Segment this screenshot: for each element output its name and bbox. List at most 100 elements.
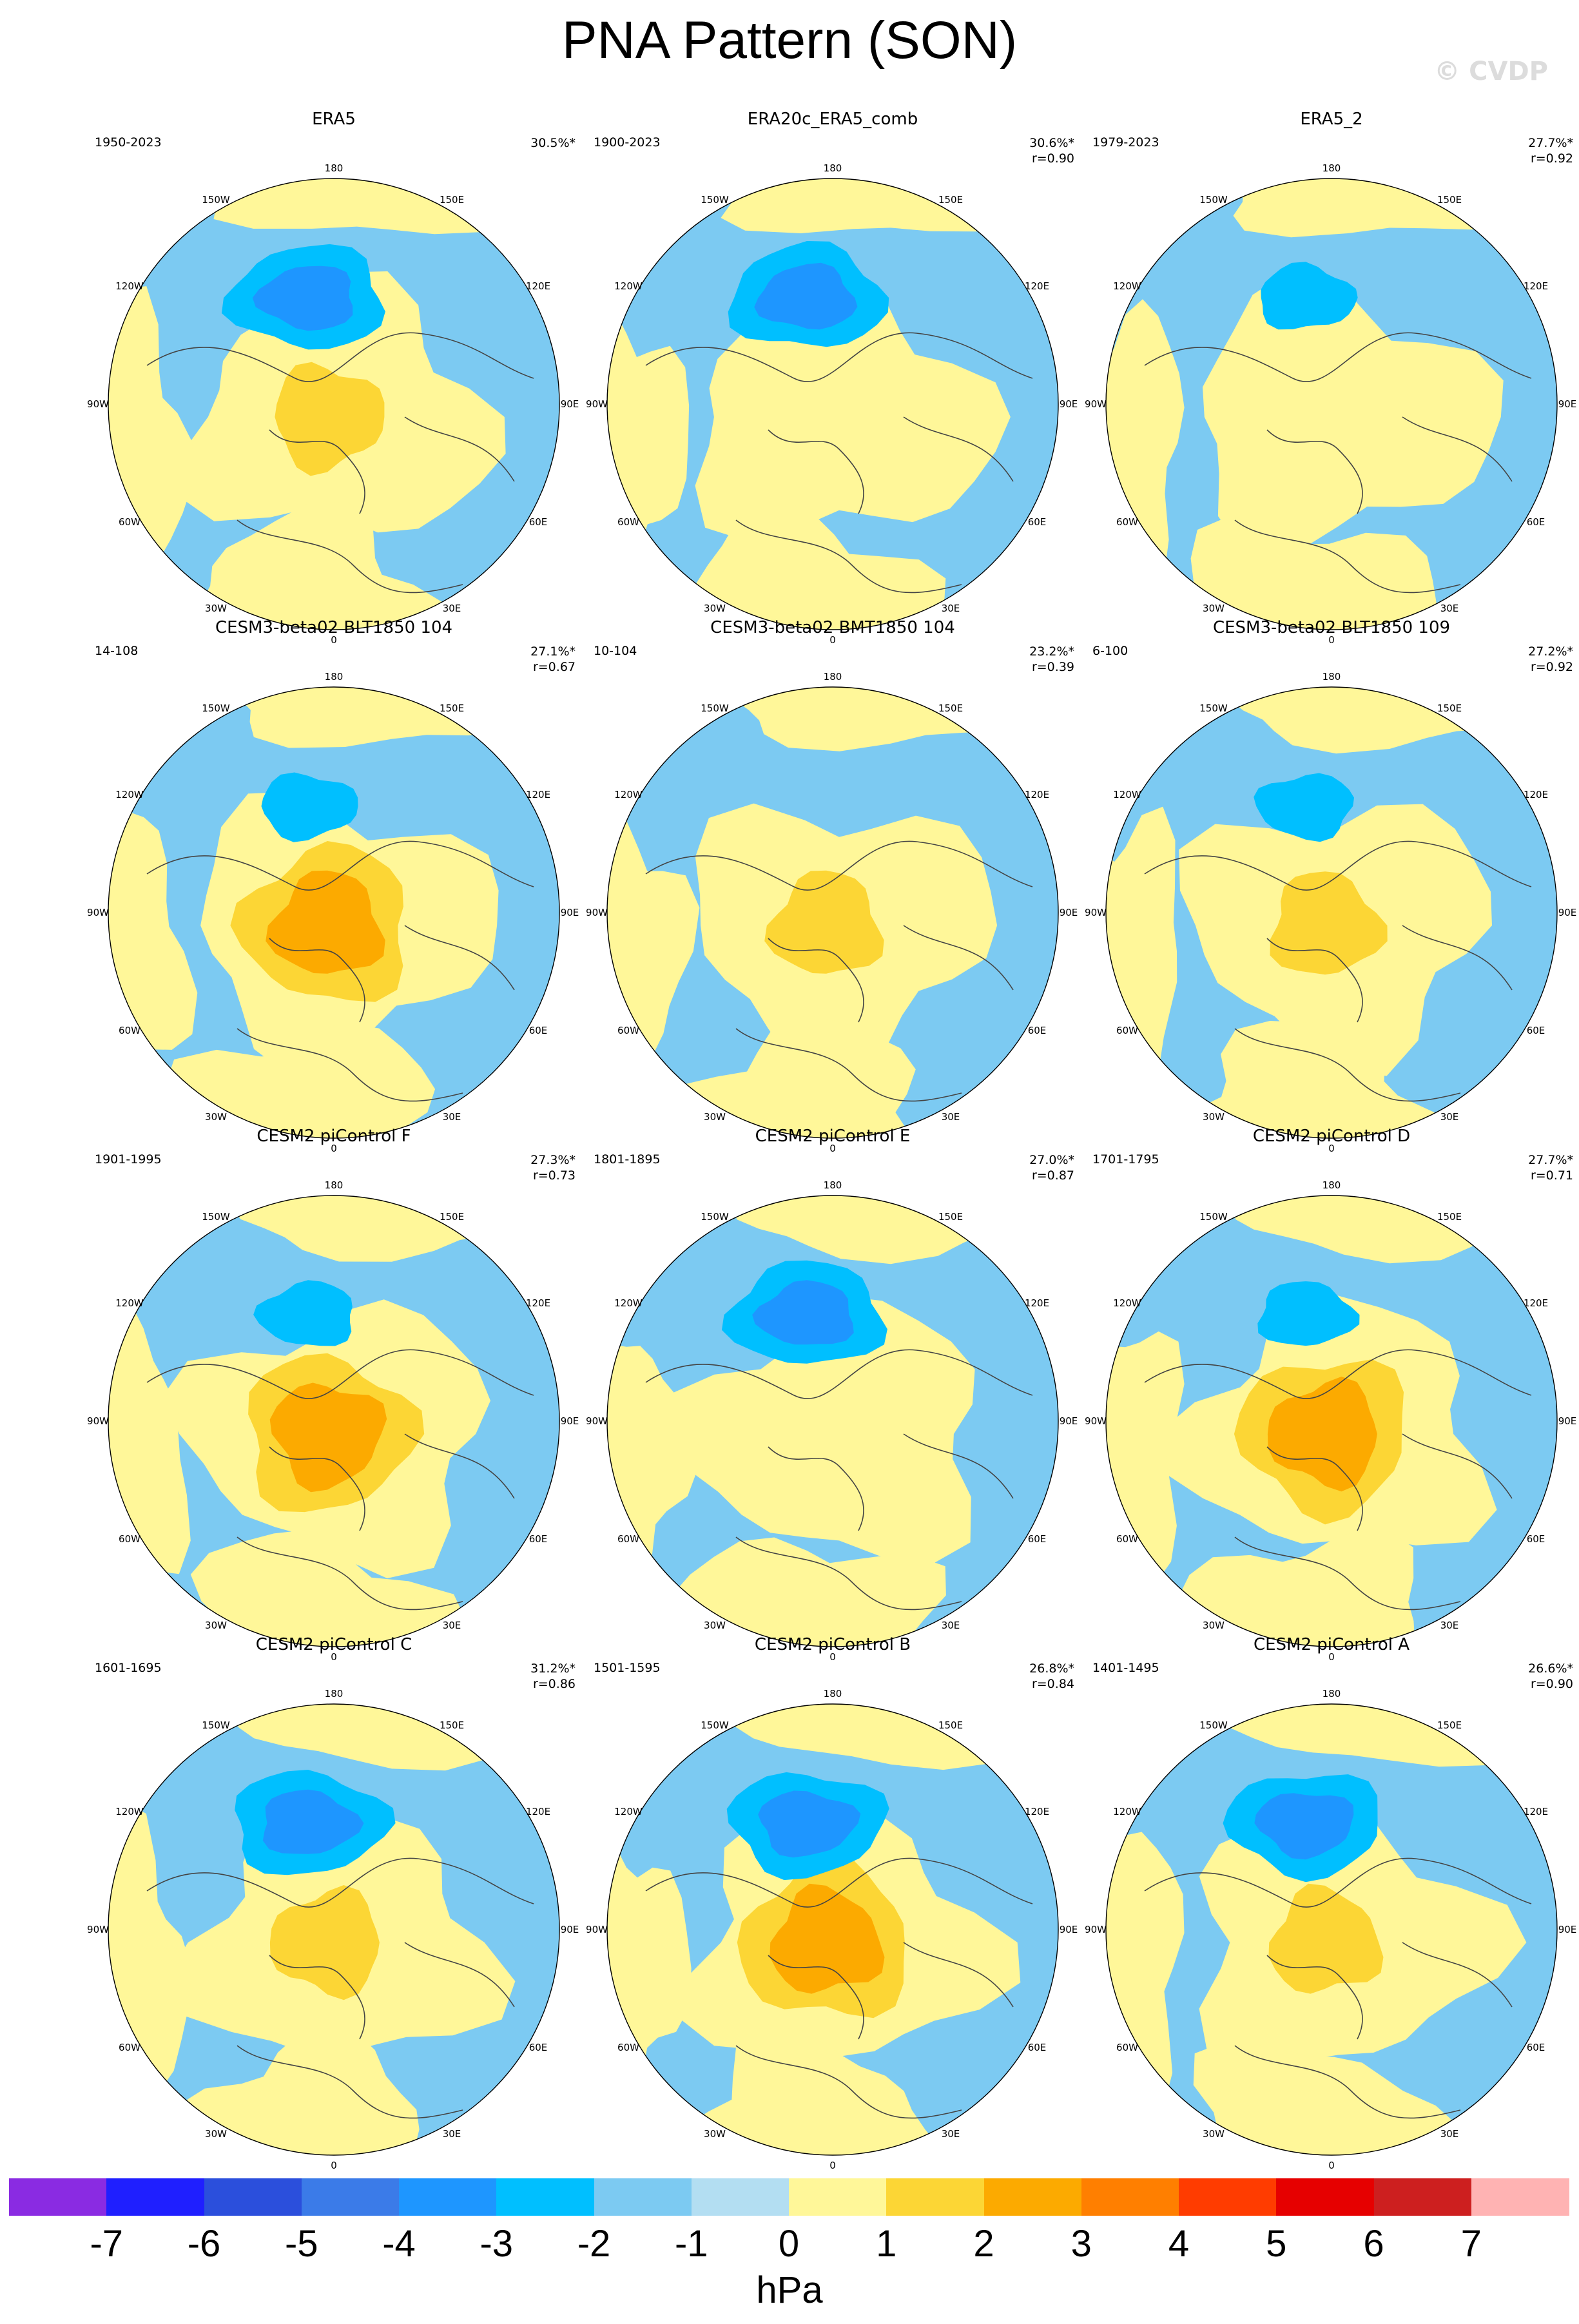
longitude-label: 180: [1322, 1688, 1341, 1699]
negative-contour: [752, 1280, 854, 1345]
longitude-label: 0: [1328, 1651, 1335, 1663]
colorbar-tick-label: -4: [382, 2223, 416, 2265]
longitude-label: 0: [829, 2160, 836, 2171]
panel-statistics: 27.2%* r=0.92: [1528, 644, 1573, 675]
pattern-correlation: r=0.67: [532, 660, 576, 674]
longitude-label: 30E: [942, 603, 960, 614]
longitude-label: 150W: [1199, 1719, 1228, 1731]
panel-title: CESM2 piControl E: [755, 1127, 911, 1146]
colorbar-tick-label: 0: [778, 2223, 800, 2265]
map-boundary: [108, 178, 560, 630]
longitude-label: 0: [331, 2160, 337, 2171]
variance-explained: 26.6%*: [1528, 1661, 1573, 1676]
negative-contour: [1254, 1793, 1354, 1860]
map-boundary: [108, 1195, 560, 1647]
longitude-label: 30W: [205, 1620, 227, 1631]
longitude-label: 30E: [443, 603, 461, 614]
longitude-label: 150W: [701, 1211, 729, 1223]
longitude-label: 180: [824, 162, 842, 174]
positive-region: [1106, 806, 1177, 1111]
longitude-label: 120W: [115, 1806, 144, 1817]
positive-region: [1161, 1021, 1458, 1138]
panel-years: 1979-2023: [1092, 135, 1159, 150]
polar-map: 180 150E 120E 90E 60E 30E 0 30W 60W 90W 120W 150W: [1085, 671, 1576, 1154]
colorbar-tick-label: 6: [1363, 2223, 1384, 2265]
colorbar-tick-label: -3: [480, 2223, 514, 2265]
longitude-label: 150E: [440, 1719, 464, 1731]
longitude-label: 60W: [617, 2042, 639, 2053]
positive-contour: [269, 1382, 387, 1493]
positive-region: [174, 2025, 420, 2155]
longitude-label: 150E: [938, 194, 963, 206]
pattern-correlation: r=0.86: [532, 1677, 576, 1691]
panel-title: ERA5: [312, 110, 356, 129]
panel-title: CESM3-beta02 BLT1850 104: [215, 618, 453, 637]
negative-contour: [253, 1280, 353, 1346]
longitude-label: 120E: [526, 280, 550, 292]
map-panel: CESM2 piControl A 1401-1495 26.6%* r=0.90 18…: [1077, 1635, 1579, 2184]
colorbar-box: [1471, 2178, 1569, 2216]
longitude-label: 30E: [1440, 603, 1459, 614]
longitude-label: 90E: [561, 398, 579, 410]
panel-years: 1950-2023: [95, 135, 162, 150]
pattern-correlation: r=0.87: [1031, 1168, 1074, 1183]
longitude-label: 150E: [938, 702, 963, 714]
positive-region: [108, 1803, 192, 2092]
panel-title: CESM2 piControl B: [754, 1635, 911, 1654]
map-boundary: [1105, 686, 1558, 1139]
longitude-label: 60W: [1116, 1533, 1138, 1545]
longitude-label: 150W: [1199, 194, 1228, 206]
longitude-label: 30W: [1203, 2128, 1225, 2140]
positive-region: [170, 502, 447, 630]
colorbar-box: [399, 2178, 497, 2216]
longitude-label: 120E: [1524, 789, 1548, 800]
map-panel: CESM2 piControl B 1501-1595 26.8%* r=0.84 18…: [578, 1635, 1087, 2184]
longitude-label: 150E: [440, 194, 464, 206]
negative-contour: [252, 266, 353, 331]
longitude-label: 180: [824, 1179, 842, 1191]
longitude-label: 90W: [1085, 398, 1107, 410]
variance-explained: 27.1%*: [530, 644, 576, 659]
longitude-label: 180: [824, 1688, 842, 1699]
panel-statistics: 26.6%* r=0.90: [1528, 1661, 1573, 1692]
longitude-label: 180: [325, 671, 344, 683]
longitude-label: 120E: [1524, 1297, 1548, 1309]
panel-years: 1901-1995: [95, 1152, 162, 1167]
colorbar-box: [204, 2178, 302, 2216]
longitude-label: 60E: [1028, 2042, 1047, 2053]
pattern-correlation: r=0.92: [1530, 660, 1573, 674]
colorbar-tick-label: 1: [876, 2223, 897, 2265]
positive-region: [1203, 270, 1504, 554]
longitude-label: 120W: [1113, 1806, 1141, 1817]
longitude-label: 30W: [1203, 1111, 1225, 1123]
positive-contour: [266, 870, 385, 974]
colorbar-tick-label: 7: [1460, 2223, 1482, 2265]
pattern-correlation: r=0.92: [1530, 151, 1573, 166]
longitude-label: 150E: [1437, 702, 1462, 714]
longitude-label: 90W: [586, 1415, 608, 1427]
longitude-label: 0: [331, 1143, 337, 1154]
longitude-label: 0: [829, 1143, 836, 1154]
longitude-label: 0: [331, 1651, 337, 1663]
longitude-label: 60E: [529, 516, 548, 528]
map-panel: CESM2 piControl F 1901-1995 27.3%* r=0.73 18…: [79, 1127, 588, 1676]
positive-region: [1190, 2040, 1462, 2155]
longitude-label: 30W: [704, 1620, 726, 1631]
longitude-label: 150W: [1199, 702, 1228, 714]
map-panel: ERA5_2 1979-2023 27.7%* r=0.92 180 150E 120E 90…: [1077, 110, 1579, 659]
longitude-label: 90E: [1060, 1415, 1078, 1427]
longitude-label: 150E: [1437, 1719, 1462, 1731]
longitude-label: 60W: [119, 1533, 140, 1545]
longitude-label: 30E: [443, 1620, 461, 1631]
longitude-label: 0: [829, 634, 836, 646]
longitude-label: 30E: [443, 1111, 461, 1123]
colorbar-box: [594, 2178, 692, 2216]
longitude-label: 0: [1328, 634, 1335, 646]
positive-contour: [1270, 871, 1388, 975]
polar-map: 180 150E 120E 90E 60E 30E 0 30W 60W 90W 120W 150W: [1085, 1688, 1576, 2171]
longitude-label: 90W: [87, 1924, 109, 1935]
panel-statistics: 27.1%* r=0.67: [530, 644, 576, 675]
longitude-label: 120E: [1025, 1297, 1049, 1309]
pattern-correlation: r=0.84: [1031, 1677, 1074, 1691]
positive-region: [675, 2024, 945, 2155]
